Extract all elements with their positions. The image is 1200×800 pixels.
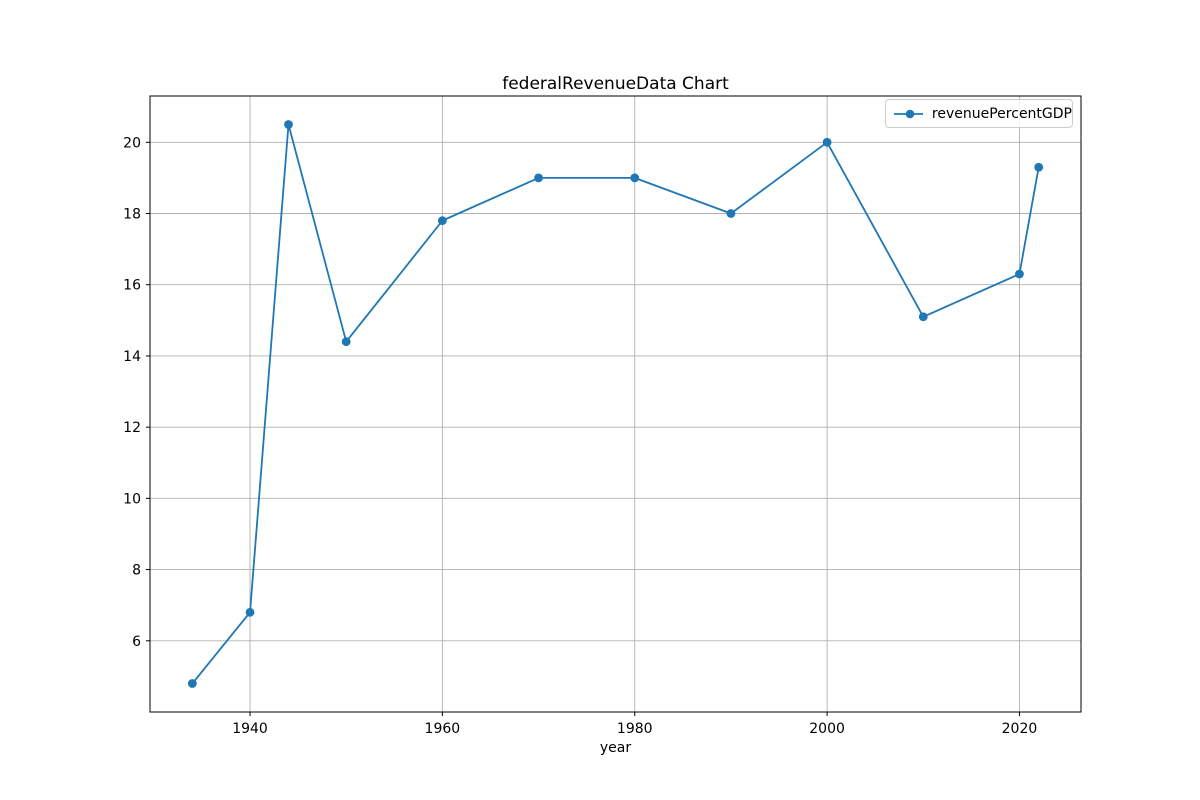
series-line — [191, 123, 1040, 685]
y-tick-label: 10 — [123, 491, 141, 507]
x-tick-label: 2020 — [1002, 721, 1038, 737]
data-point — [341, 337, 351, 347]
data-point — [1015, 269, 1024, 279]
y-tick-label: 6 — [132, 634, 141, 650]
y-tick-label: 14 — [123, 349, 141, 365]
series-markers — [187, 120, 1044, 688]
y-tick-label: 16 — [123, 278, 141, 294]
legend-line-marker-icon — [894, 109, 923, 118]
y-tick-label: 18 — [123, 207, 141, 223]
data-point — [726, 209, 736, 218]
y-tick-labels: 6 8 10 12 14 16 18 20 — [123, 135, 141, 649]
y-tick-label: 20 — [123, 135, 141, 151]
x-tick-labels: 1940 1960 1980 2000 2020 — [232, 721, 1037, 737]
x-tick-label: 1940 — [232, 721, 268, 737]
legend: revenuePercentGDP — [885, 99, 1073, 128]
axes-box — [149, 95, 1082, 713]
data-point — [437, 216, 447, 226]
x-axis-label: year — [599, 740, 632, 756]
data-point — [245, 607, 255, 617]
data-point — [534, 173, 543, 183]
y-tick-label: 8 — [132, 563, 141, 579]
data-point — [918, 312, 928, 322]
x-tick-label: 1980 — [617, 721, 653, 737]
gridlines — [150, 96, 1081, 712]
data-point — [1034, 162, 1044, 172]
y-tick-label: 12 — [123, 420, 141, 436]
data-point — [822, 137, 832, 147]
data-point — [187, 679, 197, 688]
data-point — [284, 120, 293, 129]
x-tick-label: 1960 — [425, 721, 461, 737]
x-tick-label: 2000 — [809, 721, 845, 737]
legend-label: revenuePercentGDP — [931, 105, 1072, 122]
chart-title: federalRevenueData Chart — [502, 74, 729, 94]
ticks — [146, 141, 1020, 716]
data-point — [630, 173, 640, 183]
